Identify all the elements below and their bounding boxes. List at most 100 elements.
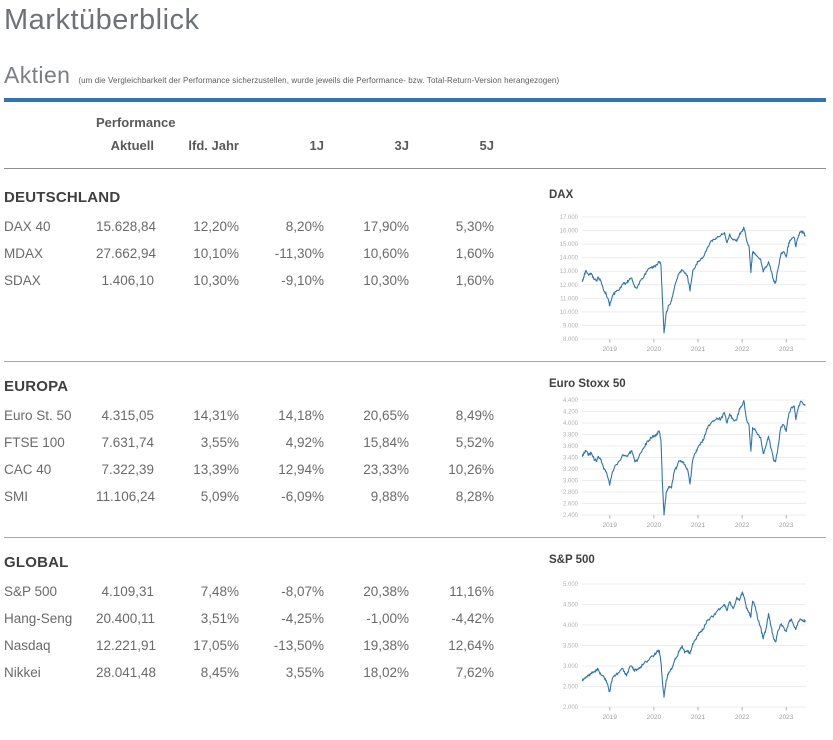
index-name-cell: SMI bbox=[4, 489, 29, 504]
svg-text:2021: 2021 bbox=[691, 522, 706, 529]
svg-text:8.000: 8.000 bbox=[563, 337, 579, 343]
header-divider bbox=[4, 168, 826, 169]
chart-title: S&P 500 bbox=[549, 554, 595, 566]
table-row: DAX 40 15.628,84 12,20% 8,20% 17,90% 5,3… bbox=[4, 213, 498, 240]
value-cell: 1,60% bbox=[455, 273, 494, 288]
svg-text:2022: 2022 bbox=[735, 346, 750, 353]
section-global-table: GLOBAL S&P 500 4.109,31 7,48% -8,07% 20,… bbox=[4, 538, 545, 729]
svg-text:4.400: 4.400 bbox=[563, 398, 579, 404]
section-title: DEUTSCHLAND bbox=[4, 189, 121, 206]
svg-text:3.200: 3.200 bbox=[563, 467, 579, 473]
index-name-cell: SDAX bbox=[4, 273, 41, 288]
svg-text:2019: 2019 bbox=[603, 346, 618, 353]
value-cell: 12,94% bbox=[278, 462, 324, 477]
col-header-5j: 5J bbox=[479, 138, 494, 153]
value-cell: 23,33% bbox=[363, 462, 409, 477]
chart-title: Euro Stoxx 50 bbox=[549, 378, 626, 390]
value-cell: 13,39% bbox=[193, 462, 239, 477]
index-column-spacer bbox=[4, 134, 96, 158]
value-cell: 17,05% bbox=[193, 638, 239, 653]
svg-text:2020: 2020 bbox=[647, 714, 662, 721]
value-cell: -1,00% bbox=[366, 611, 409, 626]
section-divider bbox=[4, 361, 826, 362]
value-cell: 14,31% bbox=[193, 408, 239, 423]
column-header-row: Aktuell lfd. Jahr 1J 3J 5J bbox=[4, 134, 498, 158]
index-name-cell: Hang-Seng bbox=[4, 611, 73, 626]
value-cell: 5,09% bbox=[200, 489, 239, 504]
value-cell: 15.628,84 bbox=[96, 219, 157, 234]
svg-text:2023: 2023 bbox=[779, 522, 794, 529]
value-cell: 7.631,74 bbox=[101, 435, 154, 450]
table-row: SMI 11.106,24 5,09% -6,09% 9,88% 8,28% bbox=[4, 483, 498, 510]
index-name-cell: S&P 500 bbox=[4, 584, 58, 599]
value-cell: 27.662,94 bbox=[96, 246, 157, 261]
svg-text:2022: 2022 bbox=[735, 714, 750, 721]
section-europa: EUROPA Euro St. 50 4.315,05 14,31% 14,18… bbox=[4, 362, 826, 537]
value-cell: -4,42% bbox=[451, 611, 494, 626]
svg-text:2.600: 2.600 bbox=[563, 502, 579, 508]
value-cell: 10,26% bbox=[448, 462, 494, 477]
value-cell: 8,20% bbox=[285, 219, 324, 234]
svg-text:2022: 2022 bbox=[735, 522, 750, 529]
value-cell: 8,28% bbox=[455, 489, 494, 504]
svg-text:15.000: 15.000 bbox=[560, 242, 579, 248]
table-row: Euro St. 50 4.315,05 14,31% 14,18% 20,65… bbox=[4, 402, 498, 429]
svg-text:3.000: 3.000 bbox=[563, 664, 579, 670]
sp500-line-chart: 2.000 2.500 3.000 3.500 4.000 4.500 5.000 2019 2… bbox=[563, 582, 806, 721]
asset-class-heading: Aktien (um die Vergleichbarkeit der Perf… bbox=[4, 62, 826, 89]
svg-text:2019: 2019 bbox=[603, 714, 618, 721]
asset-class-note: (um die Vergleichbarkeit der Performance… bbox=[78, 76, 560, 85]
page-title: Marktüberblick bbox=[4, 4, 200, 36]
section-global: GLOBAL S&P 500 4.109,31 7,48% -8,07% 20,… bbox=[4, 538, 826, 729]
svg-text:3.800: 3.800 bbox=[563, 433, 579, 439]
value-cell: -11,30% bbox=[274, 246, 324, 261]
value-cell: 7.322,39 bbox=[101, 462, 154, 477]
value-cell: -13,50% bbox=[273, 638, 324, 653]
svg-text:2021: 2021 bbox=[691, 714, 706, 721]
table-row: Nasdaq 12.221,91 17,05% -13,50% 19,38% 1… bbox=[4, 632, 498, 659]
svg-text:2023: 2023 bbox=[779, 346, 794, 353]
value-cell: -8,07% bbox=[281, 584, 324, 599]
value-cell: 4,92% bbox=[285, 435, 324, 450]
sp500-chart-panel: S&P 500 2.000 2.500 3.000 3.500 4.000 4.500 5.… bbox=[545, 538, 826, 729]
value-cell: 8,45% bbox=[200, 665, 239, 680]
value-cell: 4.109,31 bbox=[101, 584, 154, 599]
svg-text:13.000: 13.000 bbox=[560, 269, 579, 275]
value-cell: 10,30% bbox=[193, 273, 239, 288]
svg-text:2.000: 2.000 bbox=[563, 705, 579, 711]
value-cell: 5,30% bbox=[455, 219, 494, 234]
value-cell: 4.315,05 bbox=[101, 408, 154, 423]
table-row: Nikkei 28.041,48 8,45% 3,55% 18,02% 7,62… bbox=[4, 659, 498, 686]
col-header-1j: 1J bbox=[309, 138, 324, 153]
index-name-cell: Nasdaq bbox=[4, 638, 51, 653]
svg-text:2.800: 2.800 bbox=[563, 490, 579, 496]
index-name-cell: CAC 40 bbox=[4, 462, 52, 477]
value-cell: 11,16% bbox=[449, 584, 494, 599]
svg-text:10.000: 10.000 bbox=[560, 310, 579, 316]
value-cell: -6,09% bbox=[281, 489, 324, 504]
svg-text:14.000: 14.000 bbox=[560, 256, 579, 262]
euro-stoxx-chart-panel: Euro Stoxx 50 2.400 2.600 2.800 3.000 3.200 3… bbox=[545, 362, 826, 537]
svg-text:17.000: 17.000 bbox=[560, 215, 579, 221]
svg-text:12.000: 12.000 bbox=[560, 283, 579, 289]
index-name-cell: DAX 40 bbox=[4, 219, 51, 234]
value-cell: 11.106,24 bbox=[96, 489, 156, 504]
table-header: Performance Aktuell lfd. Jahr 1J 3J 5J bbox=[4, 112, 826, 158]
section-europa-table: EUROPA Euro St. 50 4.315,05 14,31% 14,18… bbox=[4, 362, 545, 537]
index-name-cell: FTSE 100 bbox=[4, 435, 65, 450]
dax-line-chart: 8.000 9.000 10.000 11.000 12.000 13.000 14.000… bbox=[560, 215, 806, 353]
asset-class-title: Aktien bbox=[4, 62, 71, 88]
value-cell: 20,38% bbox=[363, 584, 409, 599]
value-cell: -9,10% bbox=[281, 273, 324, 288]
svg-text:2.500: 2.500 bbox=[563, 685, 579, 691]
value-cell: 10,60% bbox=[363, 246, 409, 261]
value-cell: 20,65% bbox=[363, 408, 409, 423]
index-name-cell: Nikkei bbox=[4, 665, 41, 680]
col-header-aktuell: Aktuell bbox=[110, 138, 154, 153]
euro-stoxx-line-chart: 2.400 2.600 2.800 3.000 3.200 3.400 3.600 3.800… bbox=[563, 398, 806, 529]
svg-text:4.000: 4.000 bbox=[563, 623, 579, 629]
svg-text:2019: 2019 bbox=[603, 522, 618, 529]
svg-text:2021: 2021 bbox=[691, 346, 706, 353]
value-cell: -4,25% bbox=[281, 611, 324, 626]
market-overview-page: Marktüberblick Aktien (um die Vergleichb… bbox=[0, 4, 833, 729]
